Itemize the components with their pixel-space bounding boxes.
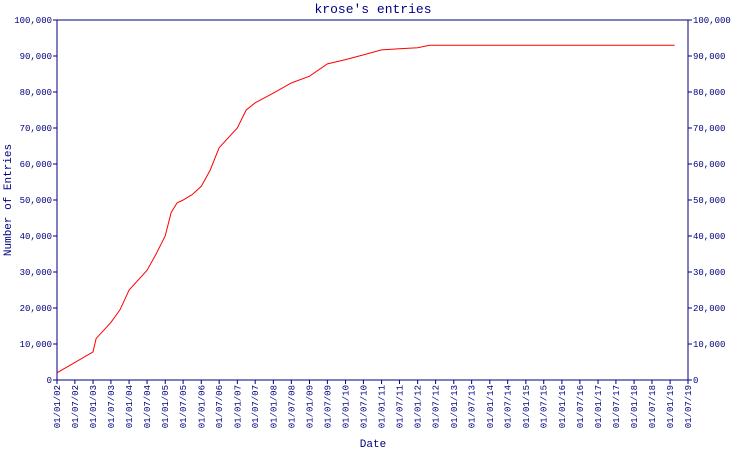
plot-frame xyxy=(56,19,689,381)
y-tick-label: 60,000 xyxy=(20,160,52,170)
x-tick-label: 01/01/09 xyxy=(305,385,315,428)
x-tick-label: 01/07/12 xyxy=(432,385,442,428)
y2-tick-label: 90,000 xyxy=(693,52,725,62)
x-tick-label: 01/01/06 xyxy=(197,385,207,428)
x-tick-label: 01/01/03 xyxy=(89,385,99,428)
y2-tick-label: 30,000 xyxy=(693,268,725,278)
x-tick-label: 01/07/18 xyxy=(648,385,658,428)
y2-tick-label: 70,000 xyxy=(693,124,725,134)
y2-tick-label: 50,000 xyxy=(693,196,725,206)
x-tick-label: 01/07/19 xyxy=(684,385,694,428)
x-tick-label: 01/01/11 xyxy=(378,385,388,428)
x-tick-label: 01/01/14 xyxy=(486,385,496,428)
x-tick-label: 01/01/19 xyxy=(666,385,676,428)
y-tick-label: 90,000 xyxy=(20,52,52,62)
x-tick-label: 01/07/06 xyxy=(215,385,225,428)
x-tick-label: 01/07/13 xyxy=(468,385,478,428)
y-tick-label: 40,000 xyxy=(20,232,52,242)
x-tick-label: 01/01/12 xyxy=(414,385,424,428)
x-tick-label: 01/07/02 xyxy=(71,385,81,428)
x-tick-label: 01/01/07 xyxy=(233,385,243,428)
x-axis-label: Date xyxy=(360,439,386,450)
y-tick-label: 80,000 xyxy=(20,88,52,98)
x-tick-label: 01/01/04 xyxy=(125,385,135,428)
x-tick-label: 01/07/10 xyxy=(359,385,369,428)
x-tick-label: 01/07/17 xyxy=(612,385,622,428)
x-tick-label: 01/07/14 xyxy=(504,385,514,428)
y2-tick-label: 80,000 xyxy=(693,88,725,98)
x-tick-label: 01/07/15 xyxy=(540,385,550,428)
x-tick-label: 01/01/02 xyxy=(53,385,63,428)
y2-tick-label: 100,000 xyxy=(693,16,731,26)
x-tick-label: 01/01/15 xyxy=(522,385,532,428)
y-tick-label: 70,000 xyxy=(20,124,52,134)
x-tick-label: 01/01/17 xyxy=(594,385,604,428)
x-tick-label: 01/07/11 xyxy=(395,385,405,428)
y2-tick-label: 40,000 xyxy=(693,232,725,242)
x-tick-label: 01/07/05 xyxy=(179,385,189,428)
x-tick-label: 01/07/09 xyxy=(323,385,333,428)
x-tick-label: 01/07/07 xyxy=(251,385,261,428)
chart-title: krose's entries xyxy=(314,2,431,17)
y2-tick-label: 0 xyxy=(693,376,698,386)
y-axis-label: Number of Entries xyxy=(3,144,15,256)
x-tick-label: 01/01/16 xyxy=(558,385,568,428)
x-tick-label: 01/07/08 xyxy=(287,385,297,428)
y-tick-label: 100,000 xyxy=(14,16,52,26)
y-tick-label: 20,000 xyxy=(20,304,52,314)
x-tick-label: 01/01/05 xyxy=(161,385,171,428)
y2-tick-label: 10,000 xyxy=(693,340,725,350)
x-tick-label: 01/07/04 xyxy=(143,385,153,428)
x-tick-label: 01/01/08 xyxy=(269,385,279,428)
y-tick-label: 0 xyxy=(47,376,52,386)
y-tick-label: 10,000 xyxy=(20,340,52,350)
y2-tick-label: 20,000 xyxy=(693,304,725,314)
y2-tick-label: 60,000 xyxy=(693,160,725,170)
y-tick-label: 50,000 xyxy=(20,196,52,206)
x-tick-label: 01/01/18 xyxy=(630,385,640,428)
x-tick-label: 01/01/10 xyxy=(342,385,352,428)
x-tick-label: 01/07/16 xyxy=(576,385,586,428)
x-tick-label: 01/01/13 xyxy=(450,385,460,428)
y-tick-label: 30,000 xyxy=(20,268,52,278)
data-line xyxy=(56,44,675,374)
x-tick-label: 01/07/03 xyxy=(107,385,117,428)
